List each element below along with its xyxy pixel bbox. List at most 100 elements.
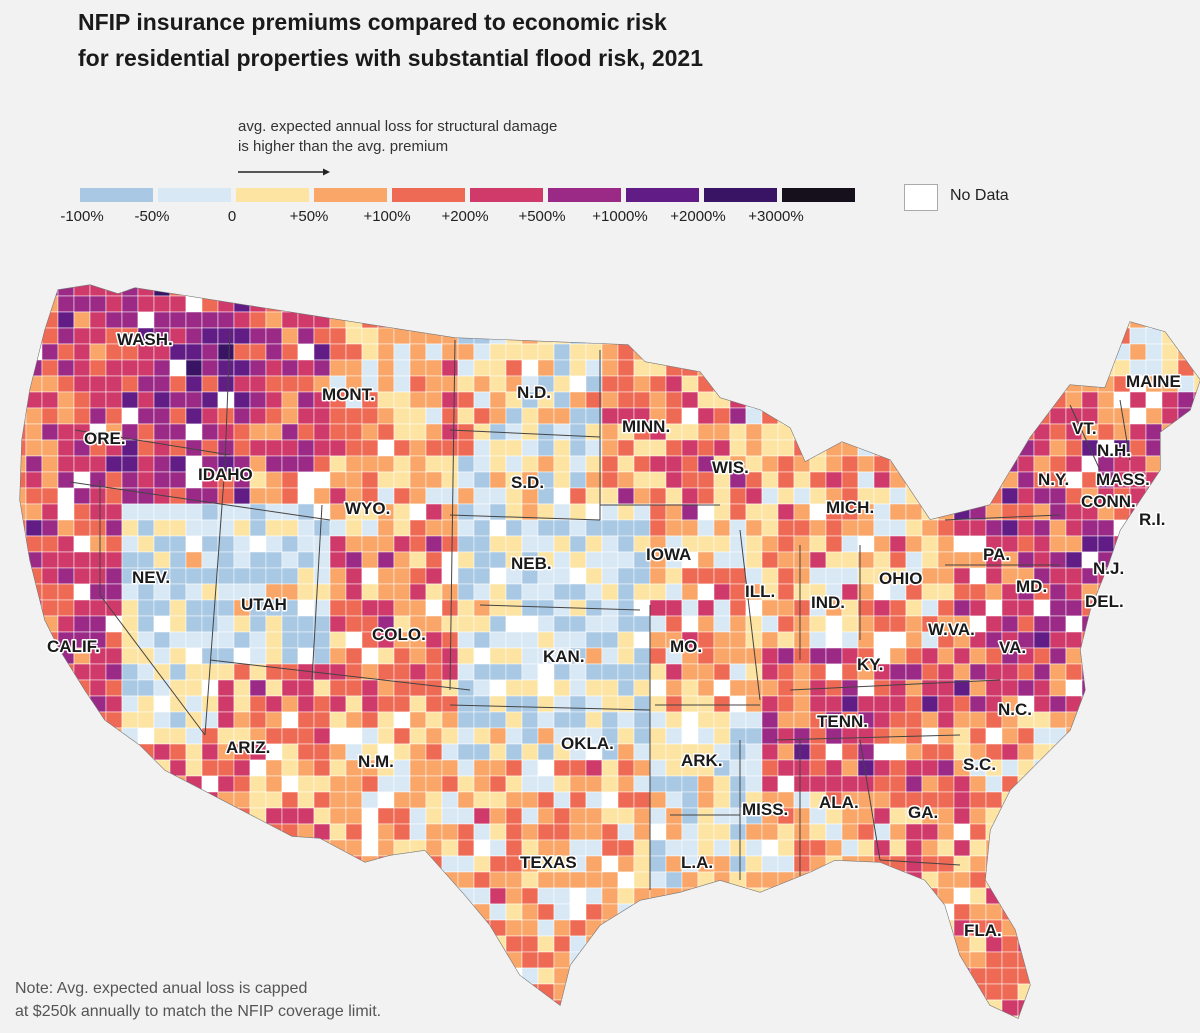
county-cell <box>265 327 283 345</box>
county-cell <box>1065 631 1083 649</box>
county-cell <box>1161 791 1179 809</box>
county-cell <box>713 583 731 601</box>
county-cell <box>345 647 363 665</box>
county-cell <box>1065 375 1083 393</box>
county-cell <box>105 839 123 857</box>
county-cell <box>889 647 907 665</box>
county-cell <box>681 903 699 921</box>
county-cell <box>169 359 187 377</box>
county-cell <box>649 695 667 713</box>
county-cell <box>633 903 651 921</box>
county-cell <box>425 285 443 297</box>
county-cell <box>281 775 299 793</box>
county-cell <box>473 935 491 953</box>
county-cell <box>249 567 267 585</box>
county-cell <box>569 711 587 729</box>
county-cell <box>681 871 699 889</box>
county-cell <box>937 423 955 441</box>
county-cell <box>169 887 187 905</box>
county-cell <box>937 663 955 681</box>
county-cell <box>937 967 955 985</box>
county-cell <box>20 327 27 345</box>
county-cell <box>809 535 827 553</box>
county-cell <box>265 535 283 553</box>
county-cell <box>137 695 155 713</box>
county-cell <box>265 487 283 505</box>
county-cell <box>329 327 347 345</box>
county-cell <box>185 775 203 793</box>
county-cell <box>265 423 283 441</box>
county-cell <box>1001 423 1019 441</box>
county-cell <box>1001 935 1019 953</box>
county-cell <box>73 935 91 953</box>
county-cell <box>20 807 27 825</box>
county-cell <box>329 455 347 473</box>
county-cell <box>473 535 491 553</box>
county-cell <box>969 343 987 361</box>
county-cell <box>1113 775 1131 793</box>
county-cell <box>425 471 443 489</box>
county-cell <box>153 647 171 665</box>
county-cell <box>537 727 555 745</box>
county-cell <box>121 775 139 793</box>
county-cell <box>505 327 523 345</box>
county-cell <box>617 519 635 537</box>
county-cell <box>1129 1015 1147 1018</box>
county-cell <box>729 599 747 617</box>
county-cell <box>1113 855 1131 873</box>
county-cell <box>1145 615 1163 633</box>
county-cell <box>729 375 747 393</box>
county-cell <box>905 743 923 761</box>
county-cell <box>41 775 59 793</box>
county-cell <box>345 455 363 473</box>
county-cell <box>185 727 203 745</box>
county-cell <box>905 423 923 441</box>
county-cell <box>201 407 219 425</box>
county-cell <box>169 871 187 889</box>
county-cell <box>857 375 875 393</box>
county-cell <box>665 807 683 825</box>
state-label: ARIZ. <box>226 738 270 757</box>
county-cell <box>1081 327 1099 345</box>
county-cell <box>105 311 123 329</box>
county-cell <box>473 695 491 713</box>
county-cell <box>489 285 507 297</box>
county-cell <box>1033 983 1051 1001</box>
county-cell <box>73 583 91 601</box>
county-cell <box>825 519 843 537</box>
county-cell <box>345 903 363 921</box>
county-cell <box>473 871 491 889</box>
county-cell <box>569 919 587 937</box>
county-cell <box>1081 535 1099 553</box>
county-cell <box>121 359 139 377</box>
county-cell <box>937 285 955 297</box>
county-cell <box>169 455 187 473</box>
county-cell <box>41 295 59 313</box>
county-cell <box>73 551 91 569</box>
county-cell <box>1193 615 1200 633</box>
county-cell <box>569 999 587 1017</box>
county-cell <box>969 583 987 601</box>
county-cell <box>889 919 907 937</box>
legend-swatch-4 <box>392 188 465 202</box>
county-cell <box>169 503 187 521</box>
county-cell <box>649 311 667 329</box>
county-cell <box>1161 599 1179 617</box>
county-cell <box>377 375 395 393</box>
county-cell <box>521 327 539 345</box>
county-cell <box>553 919 571 937</box>
county-cell <box>329 855 347 873</box>
county-cell <box>809 871 827 889</box>
county-cell <box>489 663 507 681</box>
county-cell <box>1001 919 1019 937</box>
county-cell <box>441 855 459 873</box>
county-cell <box>1001 407 1019 425</box>
legend-note-line-1: avg. expected annual loss for structural… <box>238 118 558 135</box>
county-cell <box>921 759 939 777</box>
county-cell <box>153 375 171 393</box>
county-cell <box>953 775 971 793</box>
county-cell <box>873 919 891 937</box>
county-cell <box>393 903 411 921</box>
county-cell <box>41 887 59 905</box>
county-cell <box>713 999 731 1017</box>
